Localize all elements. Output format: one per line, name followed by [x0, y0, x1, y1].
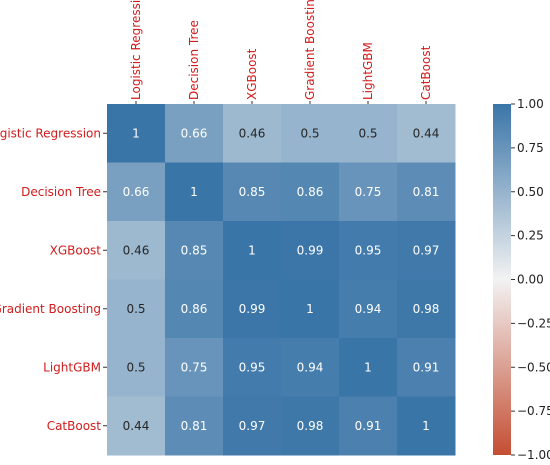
heatmap-cell-label: 0.75 — [355, 185, 382, 199]
row-label: Decision Tree — [21, 185, 101, 199]
colorbar-tick-label: 0.00 — [517, 273, 544, 287]
heatmap-cell — [107, 279, 166, 339]
heatmap-cell — [281, 104, 340, 163]
heatmap-cell-label: 0.5 — [300, 126, 319, 140]
heatmap-cell-label: 0.81 — [181, 419, 208, 433]
colorbar-tick-label: 1.00 — [517, 97, 544, 111]
heatmap-cell — [339, 396, 398, 456]
heatmap-cell-label: 0.85 — [239, 185, 266, 199]
heatmap-cell-label: 0.46 — [123, 243, 150, 257]
row-label: CatBoost — [47, 419, 102, 433]
colorbar — [493, 104, 511, 455]
colorbar-tick-label: 0.25 — [517, 229, 544, 243]
heatmap-cell — [165, 396, 224, 456]
column-label: Gradient Boosting — [303, 0, 317, 100]
heatmap-cell-label: 0.66 — [181, 126, 208, 140]
column-label: CatBoost — [419, 45, 433, 100]
heatmap-cell — [397, 279, 456, 339]
heatmap-cell — [223, 162, 282, 222]
heatmap-cell-label: 0.75 — [181, 360, 208, 374]
colorbar-tick-label: −0.50 — [517, 360, 550, 374]
heatmap-cell-label: 1 — [132, 126, 140, 140]
heatmap-cell — [281, 221, 340, 280]
heatmap-cell-label: 0.5 — [358, 126, 377, 140]
colorbar-tick-label: −0.75 — [517, 404, 550, 418]
row-label: XGBoost — [50, 243, 102, 257]
heatmap-cell-label: 0.97 — [413, 243, 440, 257]
heatmap-cell — [107, 396, 166, 456]
heatmap-cell-label: 0.95 — [355, 243, 382, 257]
column-label: XGBoost — [245, 48, 259, 100]
heatmap-cell-label: 0.91 — [355, 419, 382, 433]
heatmap-cell — [281, 396, 340, 456]
heatmap-cell — [165, 162, 224, 222]
heatmap-cell-label: 1 — [190, 185, 198, 199]
heatmap-cell — [397, 396, 456, 456]
heatmap-cell — [339, 221, 398, 280]
heatmap-cell-label: 0.85 — [181, 243, 208, 257]
heatmap-cell-label: 0.86 — [297, 185, 324, 199]
heatmap-cell-label: 1 — [248, 243, 256, 257]
heatmap-cell — [107, 162, 166, 222]
heatmap-cell-label: 0.5 — [126, 302, 145, 316]
heatmap-cell — [107, 338, 166, 397]
heatmap-cell-label: 0.46 — [239, 126, 266, 140]
heatmap-cell-label: 1 — [306, 302, 314, 316]
heatmap-cell-label: 0.98 — [413, 302, 440, 316]
heatmap-cell-label: 0.44 — [413, 126, 440, 140]
heatmap-cell-label: 0.91 — [413, 360, 440, 374]
row-label: LightGBM — [43, 360, 101, 374]
heatmap-cell — [107, 221, 166, 280]
heatmap-cell-label: 0.94 — [355, 302, 382, 316]
colorbar-tick-label: −1.00 — [517, 448, 550, 462]
heatmap-cell-label: 0.66 — [123, 185, 150, 199]
heatmap-cell — [397, 221, 456, 280]
column-label: Logistic Regression — [129, 0, 143, 100]
heatmap-cell-label: 1 — [422, 419, 430, 433]
heatmap-cell-label: 1 — [364, 360, 372, 374]
heatmap-cell — [223, 221, 282, 280]
heatmap-cell-label: 0.97 — [239, 419, 266, 433]
colorbar-tick-label: 0.50 — [517, 185, 544, 199]
column-label: LightGBM — [361, 42, 375, 100]
heatmap-cell — [281, 338, 340, 397]
heatmap-cell — [397, 338, 456, 397]
heatmap-cell — [339, 338, 398, 397]
row-label: Logistic Regression — [0, 126, 101, 140]
heatmap-cell — [397, 104, 456, 163]
heatmap-cell-label: 0.99 — [239, 302, 266, 316]
heatmap-cell — [223, 279, 282, 339]
heatmap-cell-label: 0.86 — [181, 302, 208, 316]
heatmap-cell — [165, 221, 224, 280]
heatmap-cell-label: 0.81 — [413, 185, 440, 199]
heatmap-cell-label: 0.44 — [123, 419, 150, 433]
column-label: Decision Tree — [187, 20, 201, 100]
heatmap-cell — [281, 279, 340, 339]
heatmap-cell-label: 0.94 — [297, 360, 324, 374]
heatmap-cell-label: 0.99 — [297, 243, 324, 257]
heatmap-cell — [107, 104, 166, 163]
heatmap-cell — [281, 162, 340, 222]
heatmap-cell-label: 0.5 — [126, 360, 145, 374]
colorbar-tick-label: 0.75 — [517, 141, 544, 155]
heatmap-cell — [165, 279, 224, 339]
heatmap-cell — [223, 338, 282, 397]
heatmap-cell — [339, 162, 398, 222]
heatmap-cell — [223, 104, 282, 163]
heatmap-cell-label: 0.95 — [239, 360, 266, 374]
heatmap-cell — [397, 162, 456, 222]
heatmap-cell — [339, 279, 398, 339]
heatmap-cell-label: 0.98 — [297, 419, 324, 433]
row-label: Gradient Boosting — [0, 302, 101, 316]
heatmap-cell — [165, 104, 224, 163]
heatmap-cell — [223, 396, 282, 456]
heatmap-cell — [165, 338, 224, 397]
heatmap-cell — [339, 104, 398, 163]
colorbar-tick-label: −0.25 — [517, 316, 550, 330]
